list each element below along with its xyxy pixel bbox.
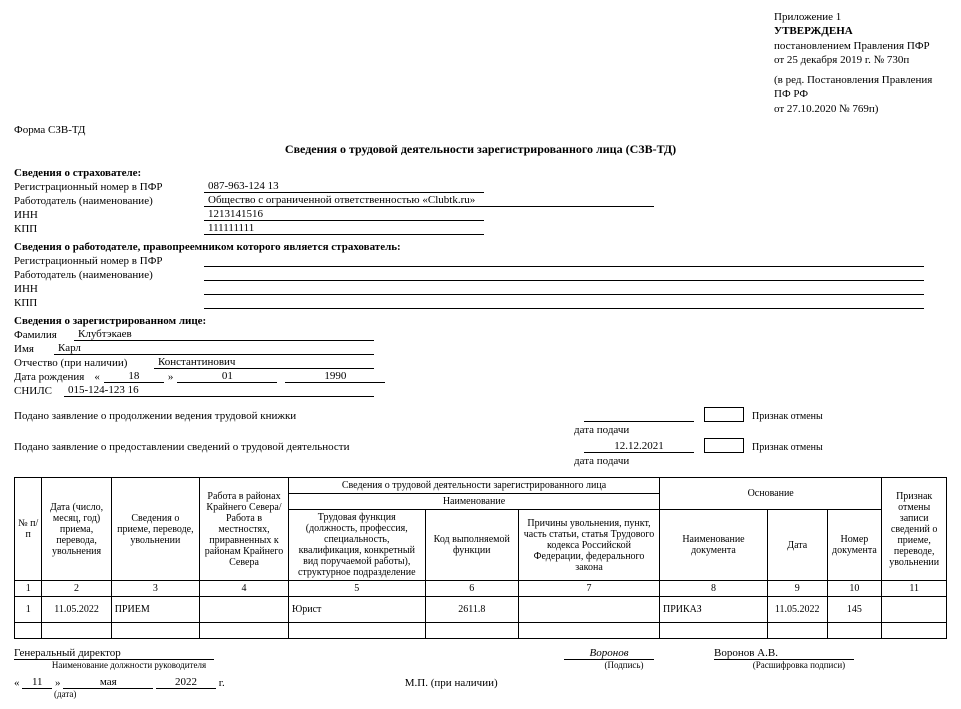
app1-date [584, 421, 694, 422]
succ-emp-label: Работодатель (наименование) [14, 269, 204, 281]
data-row: 1 11.05.2022 ПРИЕМ Юрист 2611.8 ПРИКАЗ 1… [15, 597, 947, 623]
name-label: Имя [14, 343, 54, 355]
col4-head: Работа в районах Крайнего Севера/Работа … [200, 478, 289, 581]
fam-value: Клубтэкаев [74, 328, 374, 341]
cell-func: Юрист [288, 597, 425, 623]
sign-month: мая [63, 676, 153, 689]
col6-head: Код выполняемой функции [425, 510, 518, 581]
reg-value: 087-963-124 13 [204, 180, 484, 193]
app1-date-sub: дата подачи [574, 424, 629, 436]
cell-n: 1 [15, 597, 42, 623]
dob-day: 18 [104, 370, 164, 383]
sign-position-sub: Наименование должности руководителя [14, 660, 244, 670]
decree2: от 25 декабря 2019 г. № 730п [774, 53, 947, 67]
col11-head: Признак отмены записи сведений о приеме,… [882, 478, 947, 581]
sign-g: г. [219, 677, 225, 689]
cell-reason [519, 597, 660, 623]
succ-inn-label: ИНН [14, 283, 204, 295]
rev2: от 27.10.2020 № 769п) [774, 102, 947, 116]
col7-head: Причины увольнения, пункт, часть статьи,… [519, 510, 660, 581]
sign-year: 2022 [156, 676, 216, 689]
col1-head: № п/п [15, 478, 42, 581]
emp-label: Работодатель (наименование) [14, 195, 204, 207]
empty-row [15, 623, 947, 639]
snils-label: СНИЛС [14, 385, 64, 397]
app2-date-sub: дата подачи [574, 455, 629, 467]
cell-event: ПРИЕМ [111, 597, 199, 623]
date-sub: (дата) [54, 689, 947, 699]
basis-head: Основание [660, 478, 882, 510]
app2-date: 12.12.2021 [584, 440, 694, 453]
col9-head: Дата [767, 510, 827, 581]
reg-label: Регистрационный номер в ПФР [14, 181, 204, 193]
activity-table: № п/п Дата (число, месяц, год) приема, п… [14, 477, 947, 639]
approved: УТВЕРЖДЕНА [774, 24, 947, 38]
cell-code: 2611.8 [425, 597, 518, 623]
approval-block: Приложение 1 УТВЕРЖДЕНА постановлением П… [774, 10, 947, 116]
inn-label: ИНН [14, 209, 204, 221]
col10-head: Номер документа [827, 510, 882, 581]
snils-value: 015-124-123 16 [64, 384, 374, 397]
dob-label: Дата рождения [14, 371, 90, 383]
sign-signature: Воронов [564, 647, 654, 660]
dob-year: 1990 [285, 370, 385, 383]
name-value: Карл [54, 342, 374, 355]
kpp-label: КПП [14, 223, 204, 235]
app1-cancel-label: Признак отмены [752, 411, 823, 422]
app2-text: Подано заявление о предоставлении сведен… [14, 441, 574, 453]
app2-cancel-label: Признак отмены [752, 442, 823, 453]
patr-label: Отчество (при наличии) [14, 357, 154, 369]
document-title: Сведения о трудовой деятельности зарегис… [14, 142, 947, 157]
successor-head: Сведения о работодателе, правопреемником… [14, 241, 947, 253]
insurer-head: Сведения о страхователе: [14, 167, 947, 179]
person-head: Сведения о зарегистрированном лице: [14, 315, 947, 327]
col-numbers-row: 1 2 3 4 5 6 7 8 9 10 11 [15, 581, 947, 597]
cell-north [200, 597, 289, 623]
cell-docnum: 145 [827, 597, 882, 623]
succ-emp-value [204, 268, 924, 281]
col2-head: Дата (число, месяц, год) приема, перевод… [42, 478, 111, 581]
cell-docdate: 11.05.2022 [767, 597, 827, 623]
sign-position: Генеральный директор [14, 647, 214, 660]
sign-day: 11 [22, 676, 52, 689]
form-code: Форма СЗВ-ТД [14, 124, 947, 136]
mp-label: М.П. (при наличии) [405, 677, 498, 689]
col5-head: Трудовая функция (должность, профессия, … [288, 510, 425, 581]
rev1: (в ред. Постановления Правления ПФ РФ [774, 73, 947, 102]
app1-text: Подано заявление о продолжении ведения т… [14, 410, 574, 422]
succ-reg-label: Регистрационный номер в ПФР [14, 255, 204, 267]
dob-month: 01 [177, 370, 277, 383]
inn-value: 1213141516 [204, 208, 484, 221]
col8-head: Наименование документа [660, 510, 768, 581]
emp-value: Общество с ограниченной ответственностью… [204, 194, 654, 207]
sign-name: Воронов А.В. [714, 647, 854, 660]
cell-date: 11.05.2022 [42, 597, 111, 623]
sign-signature-sub: (Подпись) [564, 660, 684, 670]
cell-docname: ПРИКАЗ [660, 597, 768, 623]
sign-name-sub: (Расшифровка подписи) [714, 660, 884, 670]
decree1: постановлением Правления ПФР [774, 39, 947, 53]
succ-reg-value [204, 254, 924, 267]
super-head: Сведения о трудовой деятельности зарегис… [288, 478, 659, 494]
app-line: Приложение 1 [774, 10, 947, 24]
succ-inn-value [204, 282, 924, 295]
succ-kpp-label: КПП [14, 297, 204, 309]
patr-value: Константинович [154, 356, 374, 369]
col3-head: Сведения о приеме, переводе, увольнении [111, 478, 199, 581]
succ-kpp-value [204, 296, 924, 309]
name-group-head: Наименование [288, 494, 659, 510]
cell-cancel [882, 597, 947, 623]
app2-cancel-box [704, 438, 744, 453]
kpp-value: 111111111 [204, 222, 484, 235]
fam-label: Фамилия [14, 329, 74, 341]
app1-cancel-box [704, 407, 744, 422]
